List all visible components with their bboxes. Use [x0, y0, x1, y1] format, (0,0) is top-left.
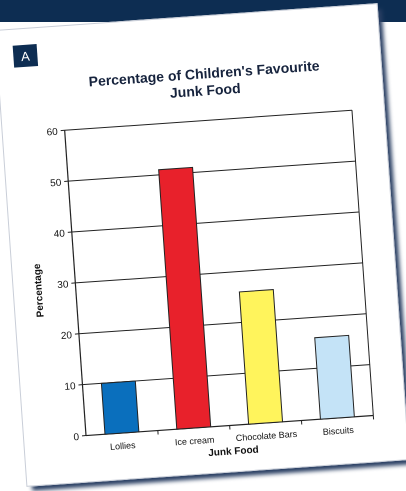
x-tick-label: Biscuits	[322, 425, 354, 437]
y-tick-label: 40	[53, 229, 65, 241]
y-tick-label: 20	[61, 330, 73, 342]
gridline	[75, 263, 362, 283]
y-tick-label: 30	[57, 279, 69, 291]
gridline	[72, 212, 359, 232]
y-tick-label: 60	[46, 127, 58, 139]
x-tick-label: Ice cream	[175, 435, 215, 448]
bar-chart: A Percentage of Children's Favourite Jun…	[0, 4, 406, 486]
gridline	[79, 314, 366, 334]
worksheet-card: A Percentage of Children's Favourite Jun…	[0, 3, 406, 487]
x-axis-label: Junk Food	[208, 445, 259, 460]
gridline	[68, 161, 355, 181]
bar	[159, 167, 211, 429]
x-tick-label: Chocolate Bars	[235, 429, 298, 443]
y-tick-label: 10	[64, 381, 76, 393]
bar	[239, 290, 282, 425]
bar	[101, 381, 138, 434]
x-tick-label: Lollies	[110, 440, 137, 452]
y-axis-label: Percentage	[32, 263, 47, 318]
plot-area: 0 10 20 30 40 50 60 Lollies Ice cream Chocolate B…	[46, 106, 374, 455]
y-tick-label: 0	[73, 432, 80, 443]
bar	[315, 335, 355, 419]
y-tick-label: 50	[50, 178, 62, 190]
plot-right-border	[352, 110, 373, 415]
panel-label: A	[21, 49, 31, 65]
chart-title-line-2: Junk Food	[169, 80, 241, 101]
gridline	[65, 110, 352, 130]
